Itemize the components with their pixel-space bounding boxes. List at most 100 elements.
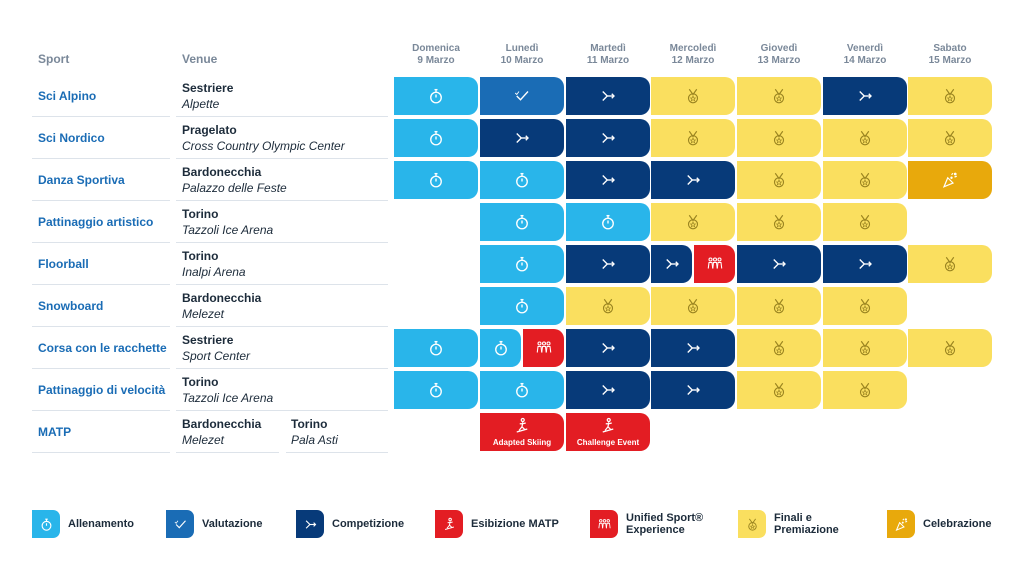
event-finals[interactable] bbox=[737, 161, 821, 199]
event-unified-experience[interactable] bbox=[694, 245, 735, 283]
event-finals[interactable] bbox=[651, 77, 735, 115]
event-competition[interactable] bbox=[651, 329, 735, 367]
event-finals[interactable] bbox=[737, 329, 821, 367]
event-finals[interactable] bbox=[737, 203, 821, 241]
medal-icon bbox=[856, 381, 874, 399]
medal-icon bbox=[941, 129, 959, 147]
event-finals[interactable] bbox=[651, 203, 735, 241]
event-finals[interactable] bbox=[823, 371, 907, 409]
legend-label: Esibizione MATP bbox=[471, 518, 559, 530]
event-competition[interactable] bbox=[480, 119, 564, 157]
arrow-right-icon bbox=[513, 129, 531, 147]
row-divider bbox=[32, 368, 170, 369]
event-unified-experience[interactable] bbox=[523, 329, 564, 367]
medal-icon bbox=[770, 171, 788, 189]
event-finals[interactable] bbox=[908, 329, 992, 367]
row-divider bbox=[176, 158, 388, 159]
event-finals[interactable] bbox=[908, 245, 992, 283]
event-competition[interactable] bbox=[823, 77, 907, 115]
venue-site: Tazzoli Ice Arena bbox=[182, 223, 274, 237]
event-competition[interactable] bbox=[566, 161, 650, 199]
arrow-right-icon bbox=[599, 381, 617, 399]
day-header: Mercoledì 12 Marzo bbox=[651, 43, 735, 67]
legend-item-evaluation: Valutazione bbox=[166, 510, 263, 538]
event-matp-exhibition[interactable]: Challenge Event bbox=[566, 413, 650, 451]
day-date: 9 Marzo bbox=[417, 55, 455, 66]
row-divider bbox=[32, 116, 170, 117]
stopwatch-icon bbox=[513, 171, 531, 189]
event-finals[interactable] bbox=[823, 119, 907, 157]
medal-icon bbox=[684, 87, 702, 105]
sport-name: Sci Alpino bbox=[38, 88, 97, 103]
event-training[interactable] bbox=[394, 161, 478, 199]
legend-swatch bbox=[166, 510, 194, 538]
medal-icon bbox=[770, 297, 788, 315]
event-competition[interactable] bbox=[651, 161, 735, 199]
venue-site: Alpette bbox=[182, 97, 220, 111]
event-finals[interactable] bbox=[823, 161, 907, 199]
legend-item-celebration: Celebrazione bbox=[887, 510, 991, 538]
event-evaluation[interactable] bbox=[480, 77, 564, 115]
venue-city: Torino bbox=[182, 375, 219, 389]
medal-icon bbox=[684, 129, 702, 147]
event-finals[interactable] bbox=[651, 287, 735, 325]
event-finals[interactable] bbox=[823, 287, 907, 325]
day-header: Sabato 15 Marzo bbox=[908, 43, 992, 67]
stopwatch-icon bbox=[513, 213, 531, 231]
event-competition[interactable] bbox=[566, 77, 650, 115]
schedule-row: Pattinaggio artistico Torino Tazzoli Ice… bbox=[0, 201, 1024, 243]
stopwatch-icon bbox=[513, 255, 531, 273]
event-competition[interactable] bbox=[566, 371, 650, 409]
event-finals[interactable] bbox=[823, 203, 907, 241]
legend-item-training: Allenamento bbox=[32, 510, 134, 538]
day-date: 12 Marzo bbox=[671, 55, 715, 66]
event-finals[interactable] bbox=[908, 119, 992, 157]
schedule-row: Sci Nordico Pragelato Cross Country Olym… bbox=[0, 117, 1024, 159]
event-competition[interactable] bbox=[651, 371, 735, 409]
event-finals[interactable] bbox=[566, 287, 650, 325]
event-competition[interactable] bbox=[823, 245, 907, 283]
event-training[interactable] bbox=[566, 203, 650, 241]
event-training[interactable] bbox=[480, 371, 564, 409]
adapted-athlete-icon bbox=[513, 417, 531, 435]
event-training[interactable] bbox=[480, 329, 521, 367]
legend-swatch bbox=[32, 510, 60, 538]
row-divider bbox=[32, 284, 170, 285]
arrow-right-icon bbox=[663, 255, 681, 273]
venue-city: Torino bbox=[182, 207, 219, 221]
event-training[interactable] bbox=[480, 287, 564, 325]
medal-icon bbox=[856, 339, 874, 357]
event-finals[interactable] bbox=[737, 119, 821, 157]
event-finals[interactable] bbox=[908, 77, 992, 115]
event-training[interactable] bbox=[480, 245, 564, 283]
event-competition[interactable] bbox=[737, 245, 821, 283]
event-training[interactable] bbox=[394, 77, 478, 115]
event-celebration[interactable] bbox=[908, 161, 992, 199]
event-finals[interactable] bbox=[737, 77, 821, 115]
venue: Torino Tazzoli Ice Arena bbox=[182, 206, 273, 238]
event-competition[interactable] bbox=[566, 119, 650, 157]
checkmarks-icon bbox=[513, 87, 531, 105]
event-matp-exhibition[interactable]: Adapted Skiing bbox=[480, 413, 564, 451]
event-training[interactable] bbox=[480, 161, 564, 199]
legend-swatch bbox=[296, 510, 324, 538]
event-competition[interactable] bbox=[651, 245, 692, 283]
event-finals[interactable] bbox=[651, 119, 735, 157]
event-competition[interactable] bbox=[566, 329, 650, 367]
row-divider bbox=[32, 410, 170, 411]
day-header: Venerdì 14 Marzo bbox=[823, 43, 907, 67]
day-name: Giovedì bbox=[760, 43, 798, 54]
team-icon bbox=[597, 517, 612, 532]
venue-city: Sestriere bbox=[182, 333, 234, 347]
arrow-right-icon bbox=[599, 255, 617, 273]
venue: Bardonecchia Melezet bbox=[182, 416, 261, 448]
event-finals[interactable] bbox=[737, 371, 821, 409]
event-training[interactable] bbox=[480, 203, 564, 241]
event-finals[interactable] bbox=[823, 329, 907, 367]
event-training[interactable] bbox=[394, 329, 478, 367]
medal-icon bbox=[745, 517, 760, 532]
event-training[interactable] bbox=[394, 119, 478, 157]
event-finals[interactable] bbox=[737, 287, 821, 325]
event-training[interactable] bbox=[394, 371, 478, 409]
event-competition[interactable] bbox=[566, 245, 650, 283]
